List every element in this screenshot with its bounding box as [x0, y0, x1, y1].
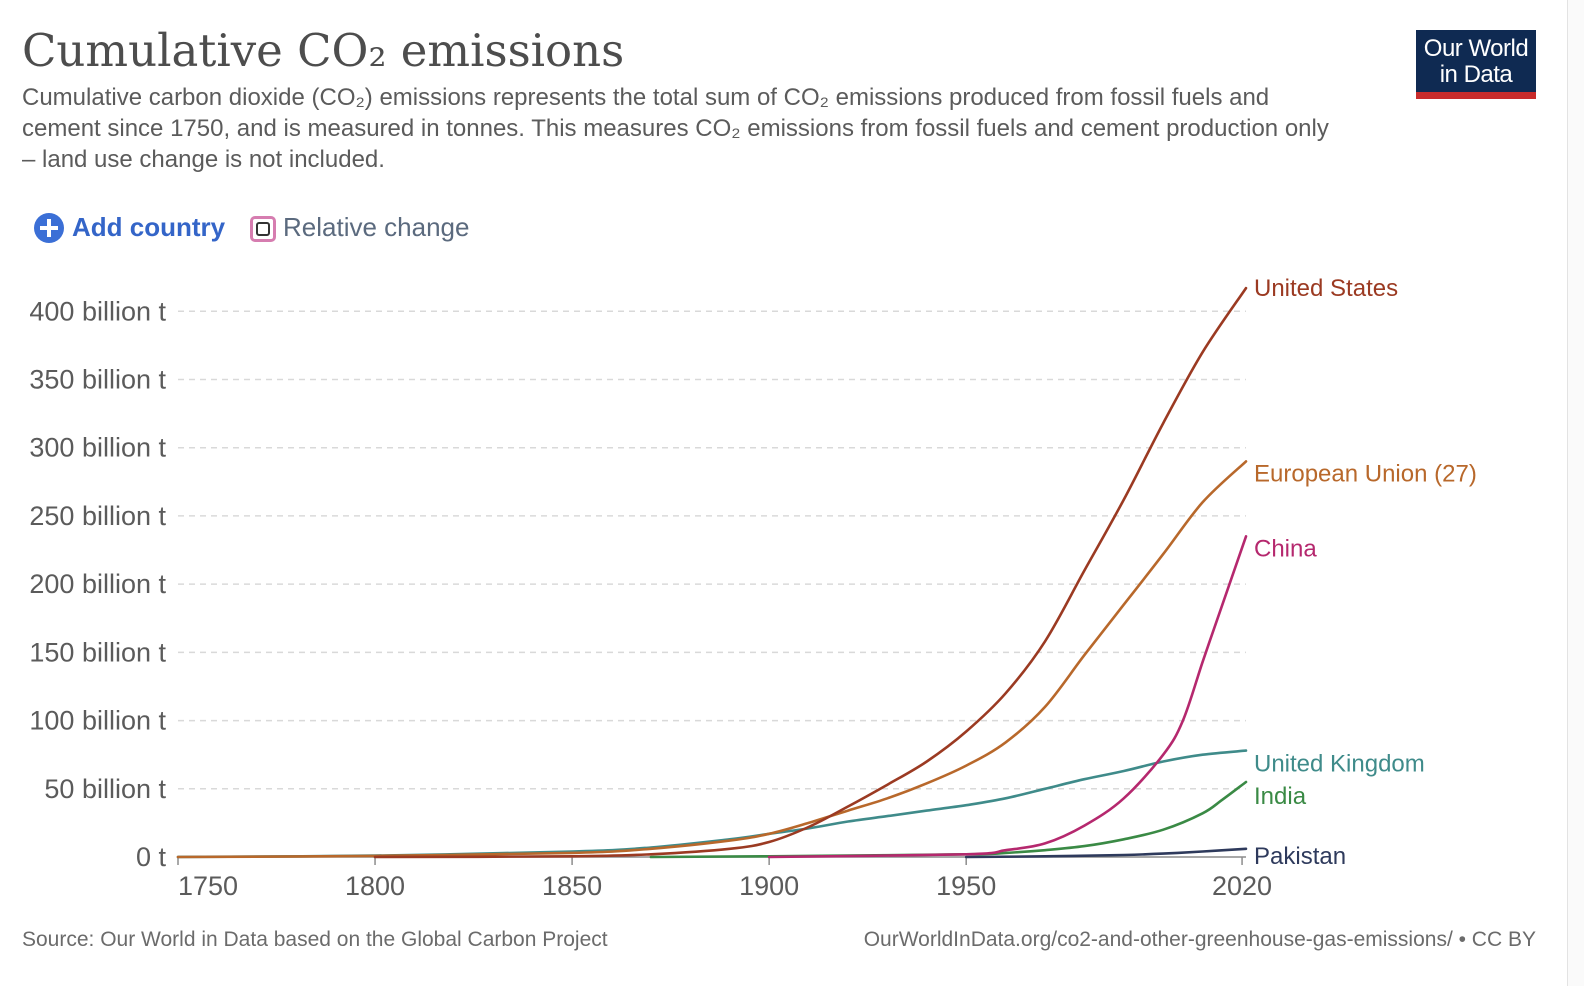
series-label-china: China	[1254, 535, 1317, 562]
series-label-european-union-27: European Union (27)	[1254, 460, 1477, 487]
relative-change-label: Relative change	[283, 212, 470, 242]
y-tick-label: 350 billion t	[29, 365, 166, 395]
source-note: Source: Our World in Data based on the G…	[22, 928, 608, 951]
y-tick-label: 400 billion t	[29, 296, 166, 326]
series-line-pakistan	[964, 847, 1248, 859]
y-tick-label: 250 billion t	[29, 501, 166, 531]
plus-circle-icon	[34, 212, 64, 243]
add-country-label: Add country	[72, 212, 226, 242]
x-tick-label: 1850	[542, 871, 602, 901]
chart-title: Cumulative CO₂ emissions	[22, 24, 625, 77]
x-tick-label: 1750	[178, 871, 238, 901]
x-tick-label: 1950	[936, 871, 996, 901]
series-label-pakistan: Pakistan	[1254, 843, 1346, 870]
chart-subtitle: Cumulative carbon dioxide (CO₂) emission…	[22, 84, 1329, 173]
page-edge	[1567, 0, 1584, 986]
series-label-united-states: United States	[1254, 275, 1398, 302]
y-tick-label: 300 billion t	[29, 433, 166, 463]
y-tick-label: 100 billion t	[29, 706, 166, 736]
series-line-india	[649, 780, 1248, 859]
logo-line-1: Our World	[1423, 35, 1529, 62]
series-line-united-kingdom	[176, 749, 1248, 859]
series-line-european-union-27	[176, 460, 1248, 859]
owid-logo[interactable]: Our World in Data	[1416, 30, 1536, 99]
relative-change-checkbox[interactable]	[250, 215, 276, 242]
add-country-button[interactable]: Add country	[34, 212, 225, 243]
y-tick-label: 0 t	[136, 842, 167, 872]
x-tick-label: 1800	[345, 871, 405, 901]
series-line-united-states	[373, 286, 1248, 859]
relative-change-toggle[interactable]: Relative change	[250, 212, 469, 243]
logo-line-2: in Data	[1439, 61, 1513, 88]
x-tick-label: 2020	[1212, 871, 1272, 901]
y-tick-label: 150 billion t	[29, 637, 166, 667]
series-label-india: India	[1254, 783, 1307, 810]
series-line-china	[767, 535, 1248, 859]
y-tick-label: 200 billion t	[29, 569, 166, 599]
series-label-united-kingdom: United Kingdom	[1254, 751, 1425, 778]
source-url-link[interactable]: OurWorldInData.org/co2-and-other-greenho…	[863, 928, 1536, 951]
x-tick-label: 1900	[739, 871, 799, 901]
y-tick-label: 50 billion t	[44, 774, 166, 804]
